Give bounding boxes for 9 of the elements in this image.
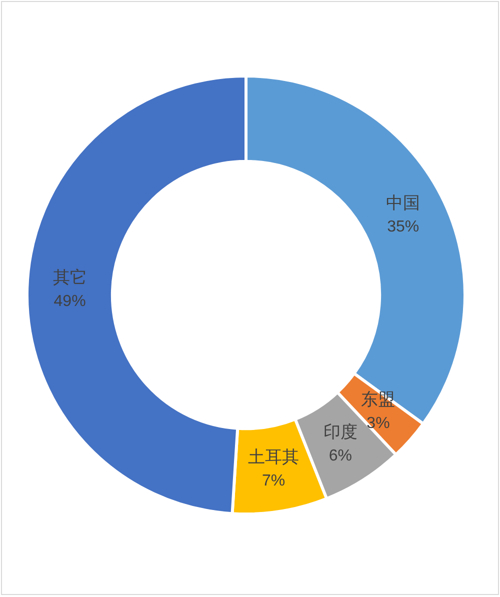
slice-label: 中国 <box>386 193 420 212</box>
slice-label: 印度 <box>323 422 358 442</box>
data-label: 3% <box>366 415 390 432</box>
data-label: 49% <box>54 292 86 310</box>
data-label: 35% <box>387 218 420 236</box>
data-label: 7% <box>262 472 286 490</box>
slice-label: 其它 <box>52 268 87 287</box>
data-label: 6% <box>328 447 352 464</box>
slice-label: 土耳其 <box>248 448 300 467</box>
